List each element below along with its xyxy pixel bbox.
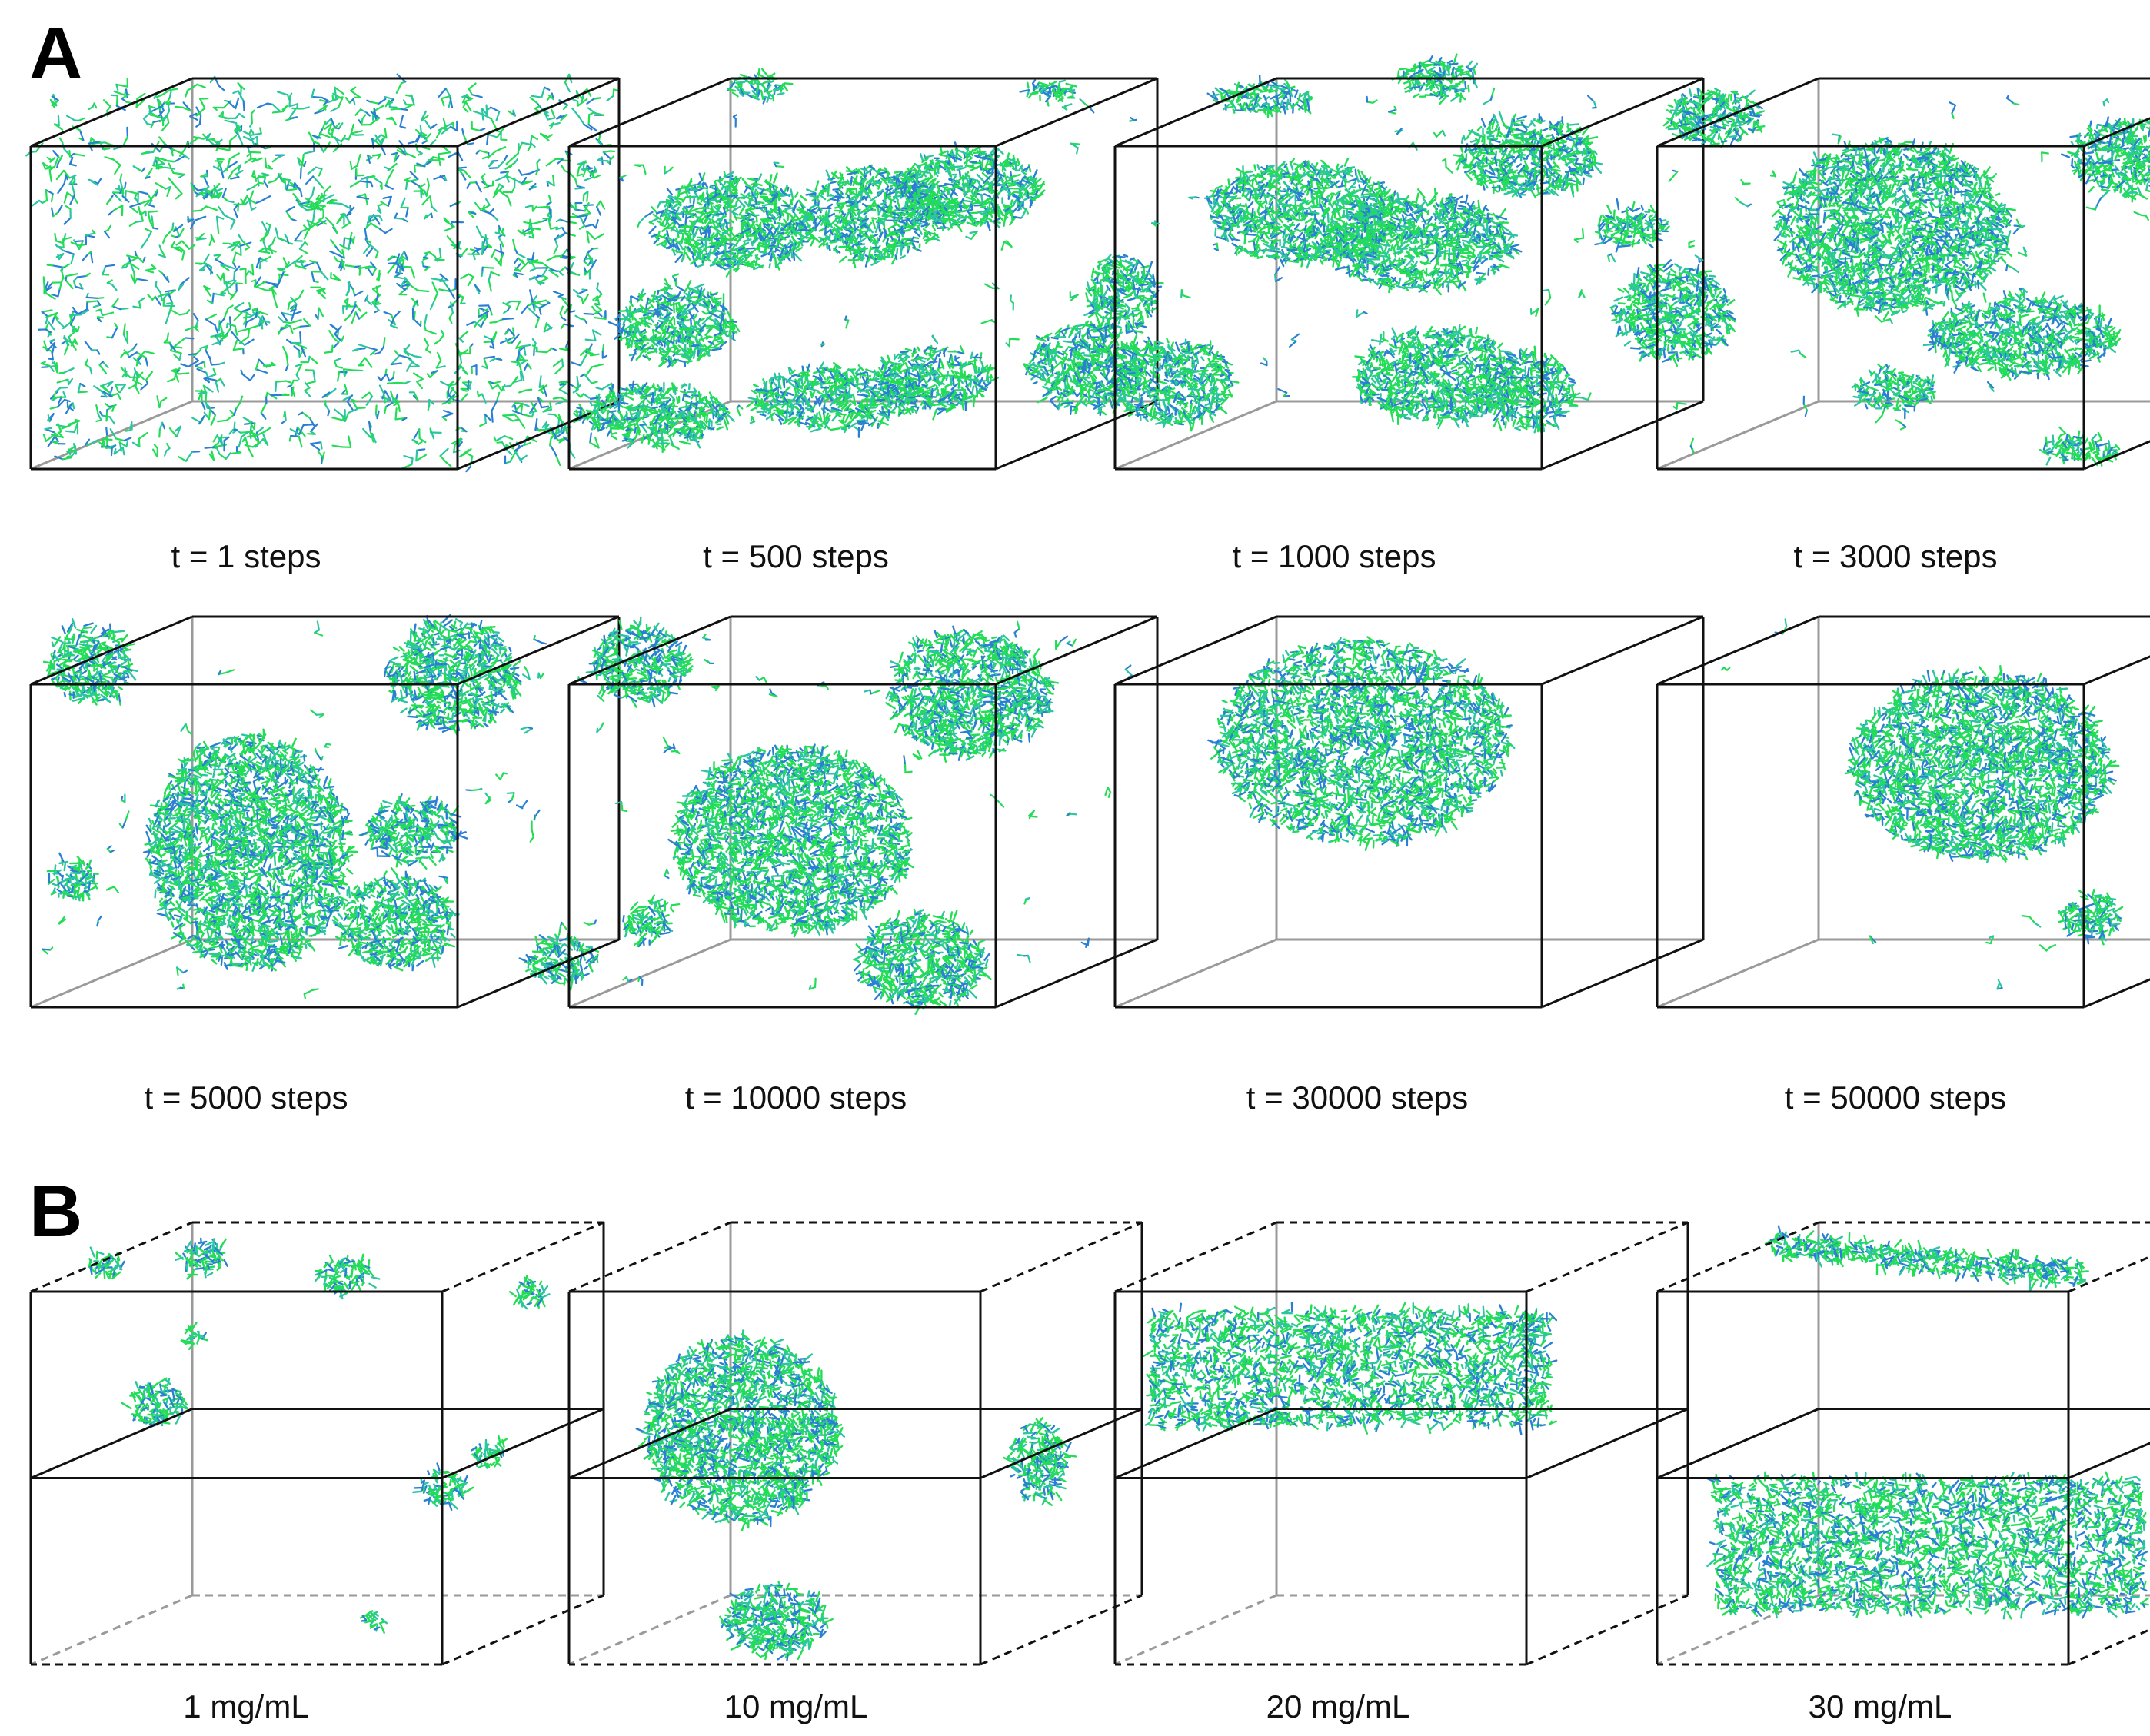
midplane-edge [442, 1409, 604, 1478]
caption-b-4: 30 mg/mL [1634, 1688, 2126, 1725]
particle-cluster [1664, 88, 1765, 147]
snapshot-a-3 [1110, 55, 1735, 469]
box-edge [569, 1222, 731, 1292]
midplane-edge [1657, 1409, 1819, 1478]
particle-cluster [88, 1248, 124, 1279]
box-edge [996, 78, 1157, 146]
condensate-slab-top [1766, 1226, 2088, 1290]
particle-cluster [520, 934, 598, 989]
particle-cluster [181, 1323, 207, 1349]
particle-cluster [2058, 890, 2122, 944]
particle-cluster [122, 1378, 187, 1425]
particle-cluster [623, 895, 672, 946]
caption-b-2: 10 mg/mL [550, 1688, 1042, 1725]
box-edge [1115, 1222, 1276, 1292]
particle-cluster [1208, 637, 1514, 850]
particle-cluster [1110, 338, 1238, 431]
snapshot-b-4 [1657, 1222, 2150, 1664]
snapshot-a-6 [569, 617, 1157, 1014]
snapshot-a-1 [26, 75, 619, 471]
box-edge [980, 1222, 1142, 1292]
particle-cluster [637, 1330, 844, 1530]
dispersed-particles [26, 75, 618, 471]
particle-cluster [175, 1239, 227, 1279]
particle-cluster [587, 617, 693, 707]
particle-cluster [48, 853, 98, 901]
snapshot-a-8 [1657, 617, 2150, 1007]
particle-cluster [886, 627, 1058, 762]
condensate-slab [1707, 1472, 2148, 1619]
caption-a-2: t = 500 steps [550, 538, 1042, 575]
particle-cluster [2062, 117, 2150, 201]
caption-a-6: t = 10000 steps [550, 1079, 1042, 1116]
particle-cluster [728, 69, 793, 104]
box-edge [1526, 1222, 1688, 1292]
particle-cluster [609, 278, 737, 367]
particle-cluster [1020, 80, 1077, 105]
particle-cluster [669, 745, 914, 937]
particle-cluster [1003, 1418, 1076, 1505]
box-edge [996, 940, 1157, 1007]
caption-a-1: t = 1 steps [0, 538, 492, 575]
particle-cluster [650, 172, 820, 277]
snapshot-b-2 [569, 1222, 1142, 1664]
midplane-edge [1526, 1409, 1688, 1478]
box-edge [442, 1595, 604, 1664]
particle-cluster [1611, 260, 1736, 365]
particle-cluster [1208, 75, 1313, 117]
box-edge [442, 1222, 604, 1292]
snapshot-a-7 [1115, 617, 1703, 1007]
box-edge [2084, 940, 2150, 1007]
hidden-edge [31, 940, 192, 1007]
caption-b-3: 20 mg/mL [1092, 1688, 1584, 1725]
caption-b-1: 1 mg/mL [0, 1688, 492, 1725]
snapshot-a-4 [1657, 78, 2150, 469]
particle-cluster [144, 730, 357, 971]
hidden-edge [569, 1595, 731, 1664]
particle-cluster [333, 868, 459, 970]
hidden-edge [1115, 1595, 1276, 1664]
caption-a-3: t = 1000 steps [1088, 538, 1580, 575]
snapshot-a-2 [569, 69, 1163, 469]
condensate-slab [1144, 1303, 1557, 1435]
particle-cluster [1772, 138, 2015, 319]
particle-cluster [510, 1275, 549, 1309]
particle-cluster [44, 619, 137, 704]
midplane-edge [31, 1409, 192, 1478]
particle-cluster [2040, 431, 2119, 466]
snapshot-a-5 [31, 615, 619, 1007]
particle-cluster [1084, 255, 1163, 333]
particle-cluster [1453, 112, 1603, 198]
midplane-edge [1115, 1409, 1276, 1478]
box-edge [2084, 617, 2150, 684]
particle-cluster [854, 910, 991, 1014]
particle-cluster [1852, 366, 1935, 418]
hidden-edge [31, 1595, 192, 1664]
caption-a-4: t = 3000 steps [1649, 538, 2142, 575]
particle-cluster [1475, 347, 1580, 434]
caption-a-8: t = 50000 steps [1649, 1079, 2142, 1116]
particle-cluster [587, 381, 734, 452]
particle-cluster [361, 1611, 387, 1632]
caption-a-5: t = 5000 steps [0, 1079, 492, 1116]
box-edge [980, 1595, 1142, 1664]
midplane-edge [2068, 1409, 2150, 1478]
particle-cluster [720, 1582, 832, 1661]
box-edge [1115, 78, 1276, 146]
box-edge [1526, 1595, 1688, 1664]
hidden-edge [1115, 940, 1276, 1007]
particle-cluster [1924, 290, 2120, 380]
snapshot-b-1 [31, 1222, 604, 1664]
snapshot-b-3 [1115, 1222, 1688, 1664]
particle-cluster [385, 615, 521, 736]
particle-cluster [1845, 666, 2118, 863]
caption-a-7: t = 30000 steps [1111, 1079, 1603, 1116]
